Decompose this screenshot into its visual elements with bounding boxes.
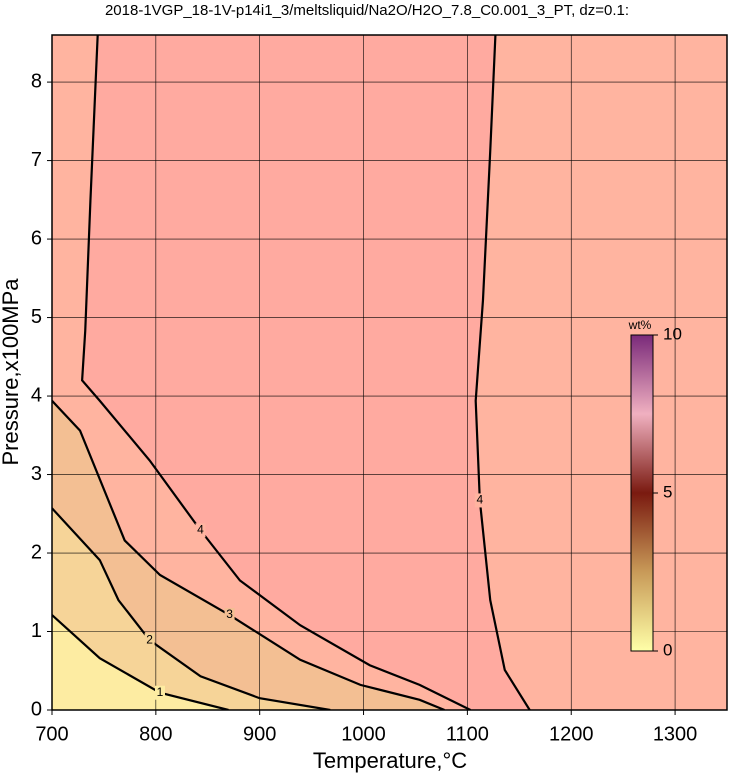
contour-label-bg [155, 685, 165, 700]
contour-label: 3 [226, 607, 233, 621]
contour-label-bg [195, 523, 206, 538]
contour-label: 4 [197, 522, 204, 536]
contour-fill [52, 400, 445, 710]
contour-fill [52, 615, 229, 710]
contour-fill [475, 35, 727, 710]
x-tick-label: 1200 [549, 723, 594, 745]
contour-line [80, 35, 471, 710]
y-tick-label: 8 [31, 70, 42, 92]
x-tick-label: 1100 [446, 723, 489, 745]
colorbar-tick-label: 0 [663, 640, 672, 659]
colorbar-label: wt% [628, 318, 652, 332]
y-tick-label: 3 [31, 463, 42, 485]
x-tick-label: 800 [139, 723, 172, 745]
y-tick-label: 2 [31, 541, 42, 563]
plot-frame [51, 34, 728, 711]
y-tick-label: 1 [31, 620, 42, 642]
y-tick-label: 0 [31, 698, 42, 720]
y-tick-label: 5 [31, 306, 42, 328]
colorbar-ticks: 0 5 10 [653, 324, 682, 659]
colorbar [630, 334, 654, 652]
x-tick-label: 900 [243, 723, 276, 745]
contour-label: 2 [146, 632, 153, 646]
colorbar-tick-label: 10 [663, 324, 682, 343]
contour-label-bg [474, 493, 485, 508]
contour-label: 4 [477, 493, 484, 507]
contour-label-bg [224, 608, 235, 623]
colorbar-tick-label: 5 [663, 482, 672, 501]
contour-label-bg [144, 633, 155, 648]
contour-fills [52, 35, 727, 710]
contour-lines: 4 4 3 2 1 [52, 35, 531, 710]
chart-title: 2018-1VGP_18-1V-p14i1_3/meltsliquid/Na2O… [105, 2, 629, 19]
x-tick-label: 1000 [341, 723, 386, 745]
contour-fill [52, 508, 331, 710]
x-tick-label: 700 [35, 723, 68, 745]
x-tick-label: 1300 [653, 723, 698, 745]
y-axis-label: Pressure,x100MPa [0, 278, 23, 466]
contour-fill [52, 35, 471, 710]
contour-line [52, 614, 229, 710]
y-tick-label: 4 [31, 384, 42, 406]
contour-line [474, 35, 531, 710]
y-tick-label: 6 [31, 227, 42, 249]
contour-label: 1 [157, 685, 164, 699]
y-tick-label: 7 [31, 149, 42, 171]
x-axis-label: Temperature,°C [313, 748, 467, 773]
grid [47, 35, 727, 715]
